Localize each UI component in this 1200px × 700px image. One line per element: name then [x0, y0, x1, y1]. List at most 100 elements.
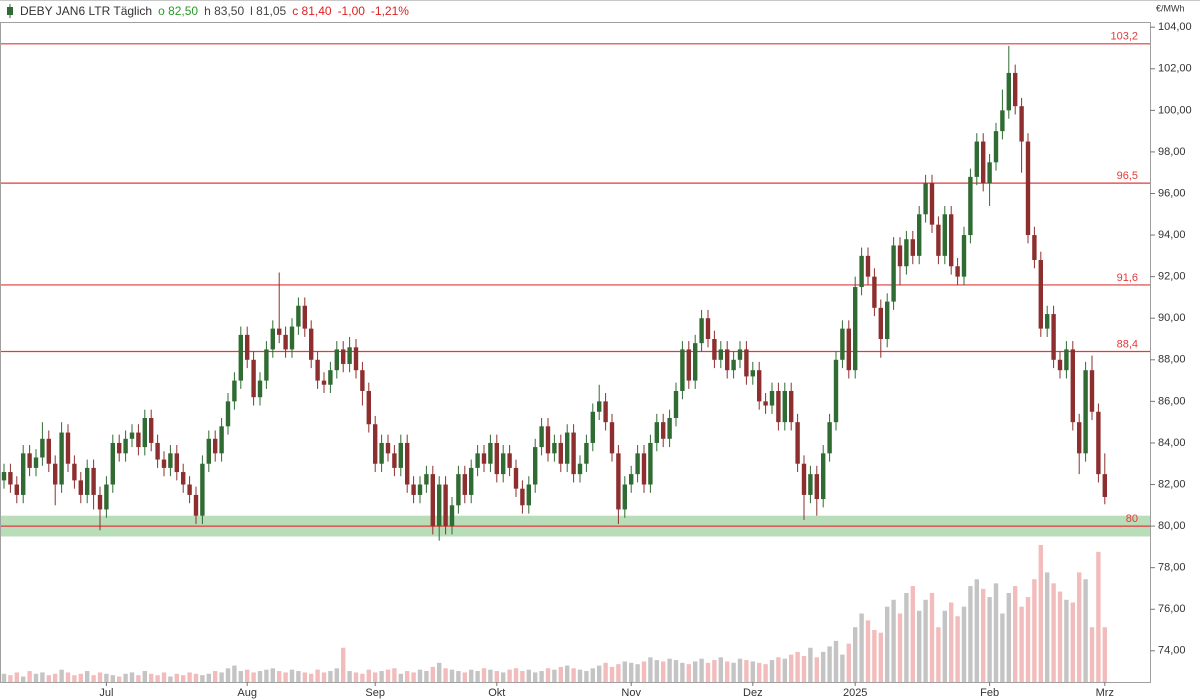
- volume-bar: [1019, 606, 1024, 682]
- volume-bar: [59, 669, 64, 682]
- level-label: 103,2: [1110, 31, 1138, 43]
- volume-bar: [737, 658, 743, 682]
- volume-bar: [1032, 579, 1037, 682]
- candle-body: [155, 442, 160, 460]
- candle-body: [968, 176, 973, 236]
- candle-body: [353, 347, 359, 371]
- candle-body: [481, 453, 487, 464]
- volume-bar: [725, 661, 730, 682]
- x-tick-label: Sep: [365, 687, 385, 699]
- volume-bar: [769, 660, 775, 682]
- x-tick-label: Mrz: [1096, 687, 1114, 699]
- candle-body: [302, 305, 307, 329]
- volume-bar: [33, 673, 39, 682]
- x-tick-label: Dez: [743, 687, 763, 699]
- volume-bar: [155, 675, 160, 682]
- candle-body: [808, 474, 813, 495]
- y-tick-label: 78,00: [1158, 562, 1186, 574]
- candle-body: [603, 401, 608, 423]
- candle-body: [827, 422, 832, 454]
- volume-bar: [526, 669, 531, 682]
- candle-body: [1, 472, 7, 481]
- candle-body: [974, 141, 979, 177]
- candle-body: [1006, 72, 1011, 111]
- candle-body: [577, 463, 583, 475]
- volume-bar: [225, 668, 231, 682]
- candle-body: [981, 141, 986, 184]
- y-tick-label: 76,00: [1158, 603, 1186, 615]
- candle-body: [59, 432, 64, 485]
- candle-body: [283, 334, 288, 350]
- volume-bar: [712, 660, 717, 682]
- volume-bar: [750, 661, 755, 682]
- volume-bar: [46, 675, 51, 682]
- candle-body: [584, 442, 589, 464]
- x-tick-label: Feb: [980, 687, 999, 699]
- volume-bar: [539, 671, 544, 682]
- candle-body: [213, 438, 218, 454]
- volume-bar: [507, 669, 512, 682]
- candle-body: [53, 463, 58, 485]
- volume-bar: [1, 673, 7, 682]
- candle-body: [219, 426, 224, 454]
- candle-body: [801, 463, 807, 495]
- volume-bar: [776, 657, 781, 682]
- candle-body: [347, 347, 352, 364]
- candle-body: [129, 432, 135, 439]
- volume-bar: [949, 602, 954, 682]
- candle-body: [315, 359, 320, 381]
- x-tick-label: Nov: [621, 687, 641, 699]
- volume-bar: [65, 672, 71, 682]
- candle-body: [731, 359, 736, 371]
- volume-bar: [488, 669, 493, 682]
- volume-bar: [206, 673, 211, 682]
- volume-bar: [398, 673, 403, 682]
- volume-bar: [1025, 597, 1031, 682]
- volume-bar: [264, 669, 269, 682]
- candle-body: [609, 422, 615, 454]
- candle-body: [398, 442, 403, 468]
- volume-bar: [936, 627, 941, 682]
- candle-body: [456, 474, 461, 506]
- volume-bar: [1006, 592, 1011, 682]
- candle-body: [168, 453, 173, 468]
- candle-body: [437, 484, 442, 527]
- volume-bar: [78, 673, 83, 682]
- volume-bar: [53, 673, 58, 682]
- candle-body: [680, 349, 685, 391]
- volume-bar: [366, 669, 371, 682]
- volume-bar: [789, 654, 794, 682]
- candle-body: [142, 418, 147, 448]
- candle-body: [520, 488, 525, 506]
- volume-bar: [283, 672, 288, 682]
- candle-body: [699, 318, 704, 344]
- candle-body: [885, 301, 890, 340]
- volume-bar: [629, 662, 634, 682]
- volume-bar: [475, 671, 480, 682]
- volume-bar: [1083, 579, 1088, 682]
- symbol-icon: [7, 4, 13, 18]
- volume-bar: [136, 675, 141, 682]
- y-tick-label: 100,00: [1158, 104, 1192, 116]
- candle-body: [174, 453, 179, 473]
- volume-bar: [379, 671, 384, 682]
- volume-bar: [392, 668, 397, 682]
- candle-body: [264, 349, 269, 381]
- candle-body: [942, 214, 947, 256]
- volume-bar: [565, 665, 570, 682]
- y-unit: €/MWh: [1156, 3, 1185, 13]
- candle-body: [200, 463, 205, 516]
- y-tick-label: 102,00: [1158, 63, 1192, 75]
- candle-body: [225, 401, 231, 427]
- candle-body: [654, 422, 659, 443]
- volume-bar: [200, 675, 205, 682]
- volume-bar: [673, 660, 679, 682]
- volume-bar: [1013, 586, 1018, 682]
- candle-body: [737, 349, 743, 360]
- candle-body: [417, 484, 423, 495]
- quote-value: l 81,05: [250, 4, 287, 18]
- y-tick-label: 82,00: [1158, 478, 1186, 490]
- volume-bar: [353, 672, 359, 682]
- volume-bar: [123, 673, 128, 682]
- volume-bar: [533, 672, 538, 682]
